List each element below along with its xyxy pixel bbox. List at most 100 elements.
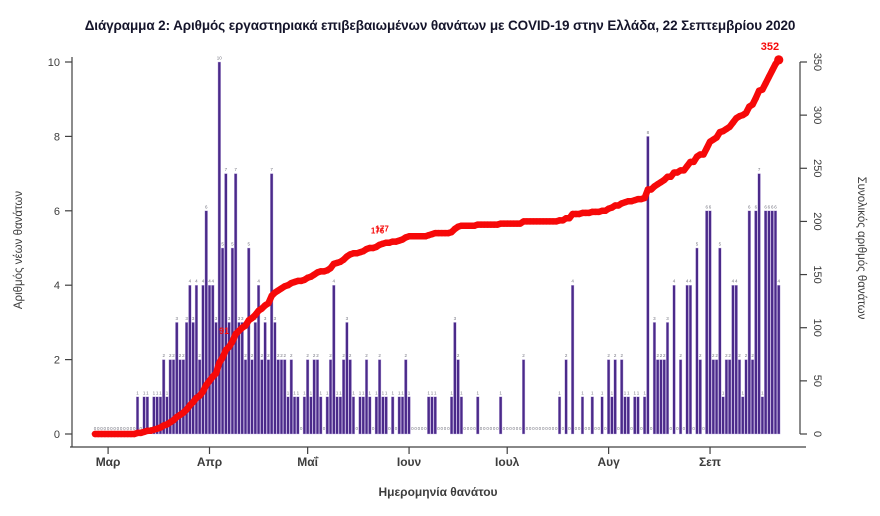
bar-value-label: 1 — [581, 390, 584, 395]
zero-value-label: 0 — [100, 426, 103, 431]
bar-value-label: 1 — [352, 390, 355, 395]
zero-value-label: 0 — [506, 426, 509, 431]
bar-value-label: 3 — [215, 316, 218, 321]
bar-value-label: 4 — [257, 279, 260, 284]
bar-value-label: 2 — [251, 353, 254, 358]
zero-value-label: 0 — [473, 426, 476, 431]
zero-value-label: 0 — [532, 426, 535, 431]
daily-deaths-bar — [695, 247, 699, 435]
bar-value-label: 2 — [342, 353, 345, 358]
cumulative-endpoint — [774, 55, 784, 65]
daily-deaths-bar — [306, 359, 310, 435]
bar-value-label: 2 — [620, 353, 623, 358]
zero-value-label: 0 — [552, 426, 555, 431]
zero-value-label: 0 — [584, 426, 587, 431]
zero-value-label: 0 — [486, 426, 489, 431]
zero-value-label: 0 — [437, 426, 440, 431]
zero-value-label: 0 — [130, 426, 133, 431]
right-tick-label: 50 — [811, 375, 823, 387]
daily-deaths-bar — [427, 396, 431, 435]
daily-deaths-bar — [610, 396, 614, 435]
bar-value-label: 2 — [182, 353, 185, 358]
bar-value-label: 1 — [460, 390, 463, 395]
curve-annotation: 177 — [375, 225, 389, 234]
daily-deaths-bar — [397, 396, 401, 435]
daily-deaths-bar — [453, 322, 457, 435]
left-tick-label: 0 — [54, 429, 60, 441]
daily-deaths-bar — [636, 396, 640, 435]
daily-deaths-bar — [724, 359, 728, 435]
bar-value-label: 10 — [217, 56, 223, 61]
bar-value-label: 1 — [499, 390, 502, 395]
daily-deaths-bar — [178, 359, 182, 435]
zero-value-label: 0 — [441, 426, 444, 431]
bar-value-label: 6 — [768, 204, 771, 209]
zero-value-label: 0 — [512, 426, 515, 431]
daily-deaths-bar — [607, 359, 611, 435]
bar-value-label: 1 — [362, 390, 365, 395]
daily-deaths-bar — [760, 396, 764, 435]
daily-deaths-bar — [646, 136, 650, 435]
bar-value-label: 4 — [735, 279, 738, 284]
daily-deaths-bar — [659, 359, 663, 435]
daily-deaths-bar — [224, 173, 228, 435]
daily-deaths-bar — [358, 396, 362, 435]
daily-deaths-bar — [240, 322, 244, 435]
daily-deaths-bar — [296, 396, 300, 435]
daily-deaths-bar — [737, 359, 742, 435]
bar-value-label: 2 — [663, 353, 666, 358]
bar-value-label: 2 — [162, 353, 165, 358]
daily-deaths-bar — [564, 359, 568, 435]
cumulative-point — [265, 300, 272, 307]
daily-deaths-bar — [201, 285, 205, 435]
daily-deaths-bar — [283, 359, 287, 435]
cumulative-point — [216, 359, 223, 366]
daily-deaths-bar — [266, 359, 270, 435]
bar-value-label: 1 — [159, 390, 162, 395]
zero-value-label: 0 — [676, 426, 679, 431]
cumulative-point — [229, 338, 236, 345]
cumulative-point — [700, 151, 707, 158]
right-axis-title: Συνολικός αριθμός θανάτων — [855, 177, 867, 320]
bar-value-label: 1 — [427, 390, 430, 395]
axes — [70, 57, 806, 448]
zero-value-label: 0 — [140, 426, 143, 431]
zero-value-label: 0 — [562, 426, 565, 431]
zero-value-label: 0 — [670, 426, 673, 431]
zero-value-label: 0 — [526, 426, 529, 431]
daily-deaths-bar — [273, 322, 277, 435]
zero-value-label: 0 — [483, 426, 486, 431]
curve-annotation: 352 — [761, 41, 779, 53]
zero-value-label: 0 — [509, 426, 512, 431]
zero-value-label: 0 — [545, 426, 548, 431]
zero-value-label: 0 — [418, 426, 421, 431]
bar-value-label: 2 — [522, 353, 525, 358]
bar-value-label: 1 — [431, 390, 434, 395]
daily-deaths-bar — [381, 396, 385, 435]
zero-value-label: 0 — [539, 426, 542, 431]
bar-value-label: 1 — [398, 390, 401, 395]
x-tick-label: Αυγ — [597, 455, 620, 469]
daily-deaths-bar — [155, 396, 159, 435]
zero-value-label: 0 — [126, 426, 129, 431]
bar-value-label: 2 — [614, 353, 617, 358]
daily-deaths-bar — [171, 359, 176, 435]
bar-value-label: 1 — [634, 390, 637, 395]
bar-value-label: 2 — [329, 353, 332, 358]
bar-value-label: 6 — [755, 204, 758, 209]
bar-value-label: 1 — [287, 390, 290, 395]
zero-value-label: 0 — [496, 426, 499, 431]
bar-value-label: 2 — [378, 353, 381, 358]
daily-deaths-bar — [312, 359, 316, 435]
daily-deaths-bar — [319, 396, 323, 435]
daily-deaths-bar — [459, 396, 463, 435]
bar-value-label: 2 — [660, 353, 663, 358]
bar-value-label: 2 — [169, 353, 172, 358]
bar-value-label: 4 — [202, 279, 205, 284]
x-tick-label: Ιουν — [397, 455, 422, 469]
bar-value-label: 2 — [349, 353, 352, 358]
daily-deaths-bar — [764, 210, 768, 435]
daily-deaths-bar — [751, 359, 755, 435]
x-tick-label: Μαΐ — [297, 455, 318, 469]
